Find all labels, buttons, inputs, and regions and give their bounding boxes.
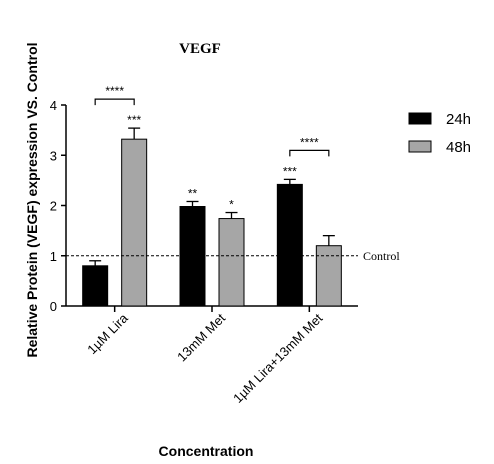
comparison-bracket-label: **** [105,84,124,98]
control-reference-label: Control [363,249,400,263]
bar [82,265,109,307]
y-tick-label: 1 [50,249,57,264]
x-tick-label: 13mM Met [174,310,228,364]
y-tick-label: 3 [50,148,57,163]
legend: 24h 48h [408,111,471,156]
y-tick-label: 2 [50,199,57,214]
significance-marker: ** [188,186,198,200]
bar [315,245,342,307]
significance-marker: * [229,198,234,212]
significance-marker: *** [127,113,141,127]
y-tick-label: 4 [50,98,57,113]
bar [276,183,303,307]
y-axis-label: Relative Protein (VEGF) expression VS. C… [24,42,40,357]
comparison-bracket-label: **** [300,135,319,149]
bar [121,138,148,307]
significance-marker: *** [283,164,297,178]
legend-swatch [408,140,432,153]
comparison-bracket [289,149,330,157]
comparison-bracket [94,98,135,106]
y-tick-label: 0 [50,299,57,314]
legend-swatch [408,112,432,125]
x-tick-label: 1µM Lira [84,310,131,357]
bar [218,218,245,307]
bar [179,206,206,307]
x-tick-label: 1µM Lira+13mM Met [230,310,326,406]
legend-label: 24h [446,111,471,128]
chart-title: VEGF [179,41,221,57]
legend-label: 48h [446,139,471,156]
x-axis-label: Concentration [159,443,254,459]
